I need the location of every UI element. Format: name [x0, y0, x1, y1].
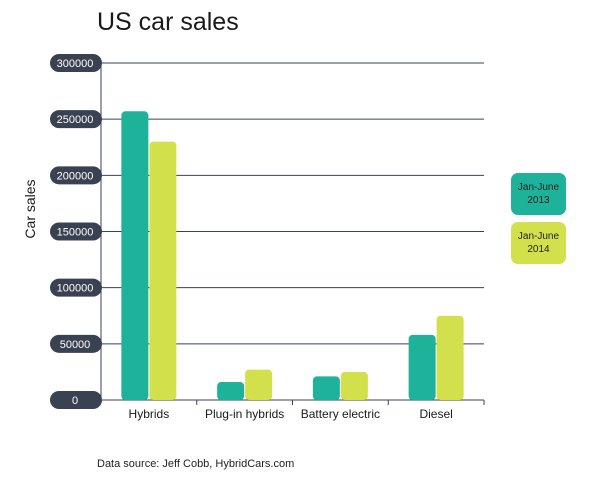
- bar-2013: [121, 111, 149, 400]
- y-tick-pill: [50, 278, 102, 297]
- legend-label-line2: 2013: [527, 195, 550, 206]
- y-tick-pill: [50, 166, 102, 185]
- data-source-note: Data source: Jeff Cobb, HybridCars.com: [97, 458, 295, 470]
- y-tick-label: 150000: [57, 227, 94, 239]
- bar-2013: [312, 376, 340, 400]
- x-tick-label: Plug-in hybrids: [205, 407, 284, 421]
- chart-title: US car sales: [97, 8, 239, 36]
- y-tick-label: 50000: [60, 339, 91, 351]
- x-tick-label: Hybrids: [129, 407, 170, 421]
- bar-2013: [408, 334, 436, 400]
- bar-2014: [149, 141, 177, 400]
- y-tick-label: 300000: [57, 58, 94, 70]
- x-tick-label: Diesel: [419, 407, 452, 421]
- y-tick-pill: [50, 54, 102, 72]
- y-tick-pill: [50, 391, 102, 409]
- bar-2013: [217, 382, 245, 400]
- legend-label-line1: Jan-June: [517, 231, 560, 242]
- bar-2014: [245, 369, 273, 400]
- y-tick-label: 250000: [57, 114, 94, 126]
- bar-2014: [340, 371, 368, 400]
- y-tick-pill: [50, 222, 102, 241]
- y-tick-label: 0: [72, 395, 78, 407]
- y-tick-label: 100000: [57, 283, 94, 295]
- legend-item-2014: Jan-June 2014: [511, 222, 566, 264]
- y-tick-pill: [50, 334, 102, 353]
- bar-2014: [436, 315, 464, 400]
- legend-label-line1: Jan-June: [517, 182, 560, 193]
- y-tick-pill: [50, 110, 102, 129]
- x-tick-label: Battery electric: [301, 407, 380, 421]
- legend-label-line2: 2014: [527, 244, 550, 255]
- legend-item-2013: Jan-June 2013: [511, 173, 566, 215]
- y-tick-label: 200000: [57, 170, 94, 182]
